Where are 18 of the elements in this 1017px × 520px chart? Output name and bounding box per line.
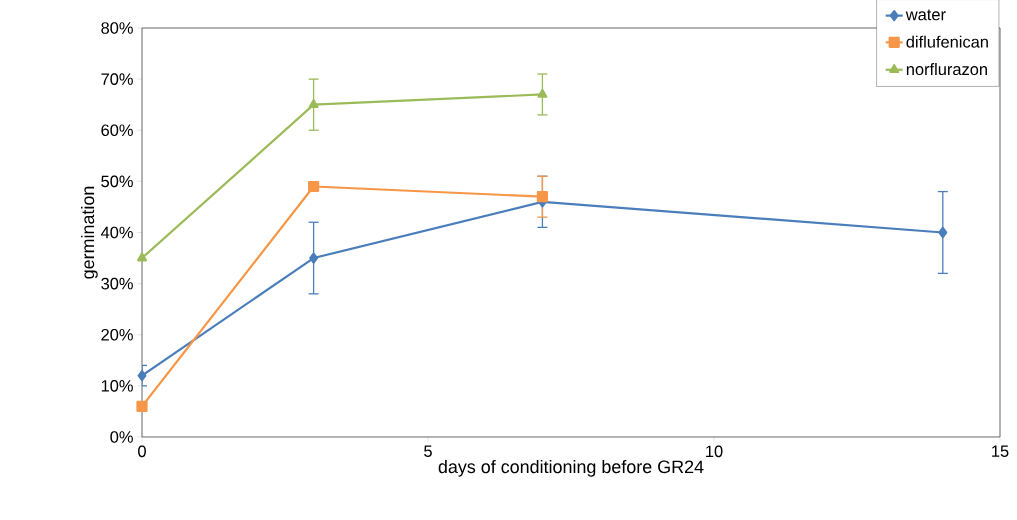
legend-label: norflurazon — [906, 63, 987, 76]
y-tick-label: 50% — [101, 175, 133, 188]
y-tick-label: 30% — [101, 277, 133, 290]
y-tick-label: 70% — [101, 73, 133, 85]
legend-label: diflufenican — [906, 35, 988, 48]
y-tick-label: 60% — [101, 124, 133, 137]
x-tick-label: 15 — [992, 445, 1009, 457]
legend-label: water — [905, 9, 946, 21]
x-tick-label: 10 — [706, 445, 723, 458]
x-axis-title: days of conditioning before GR24 — [438, 459, 704, 477]
y-tick-label: 20% — [101, 328, 133, 341]
y-tick-label: 40% — [100, 226, 133, 239]
y-tick-label: 80% — [101, 22, 133, 34]
y-tick-label: 10% — [101, 380, 133, 392]
y-axis-title: germination — [81, 186, 98, 279]
y-tick-label: 0% — [110, 431, 133, 443]
x-tick-label: 0 — [138, 445, 146, 458]
x-tick-label: 5 — [424, 445, 432, 457]
